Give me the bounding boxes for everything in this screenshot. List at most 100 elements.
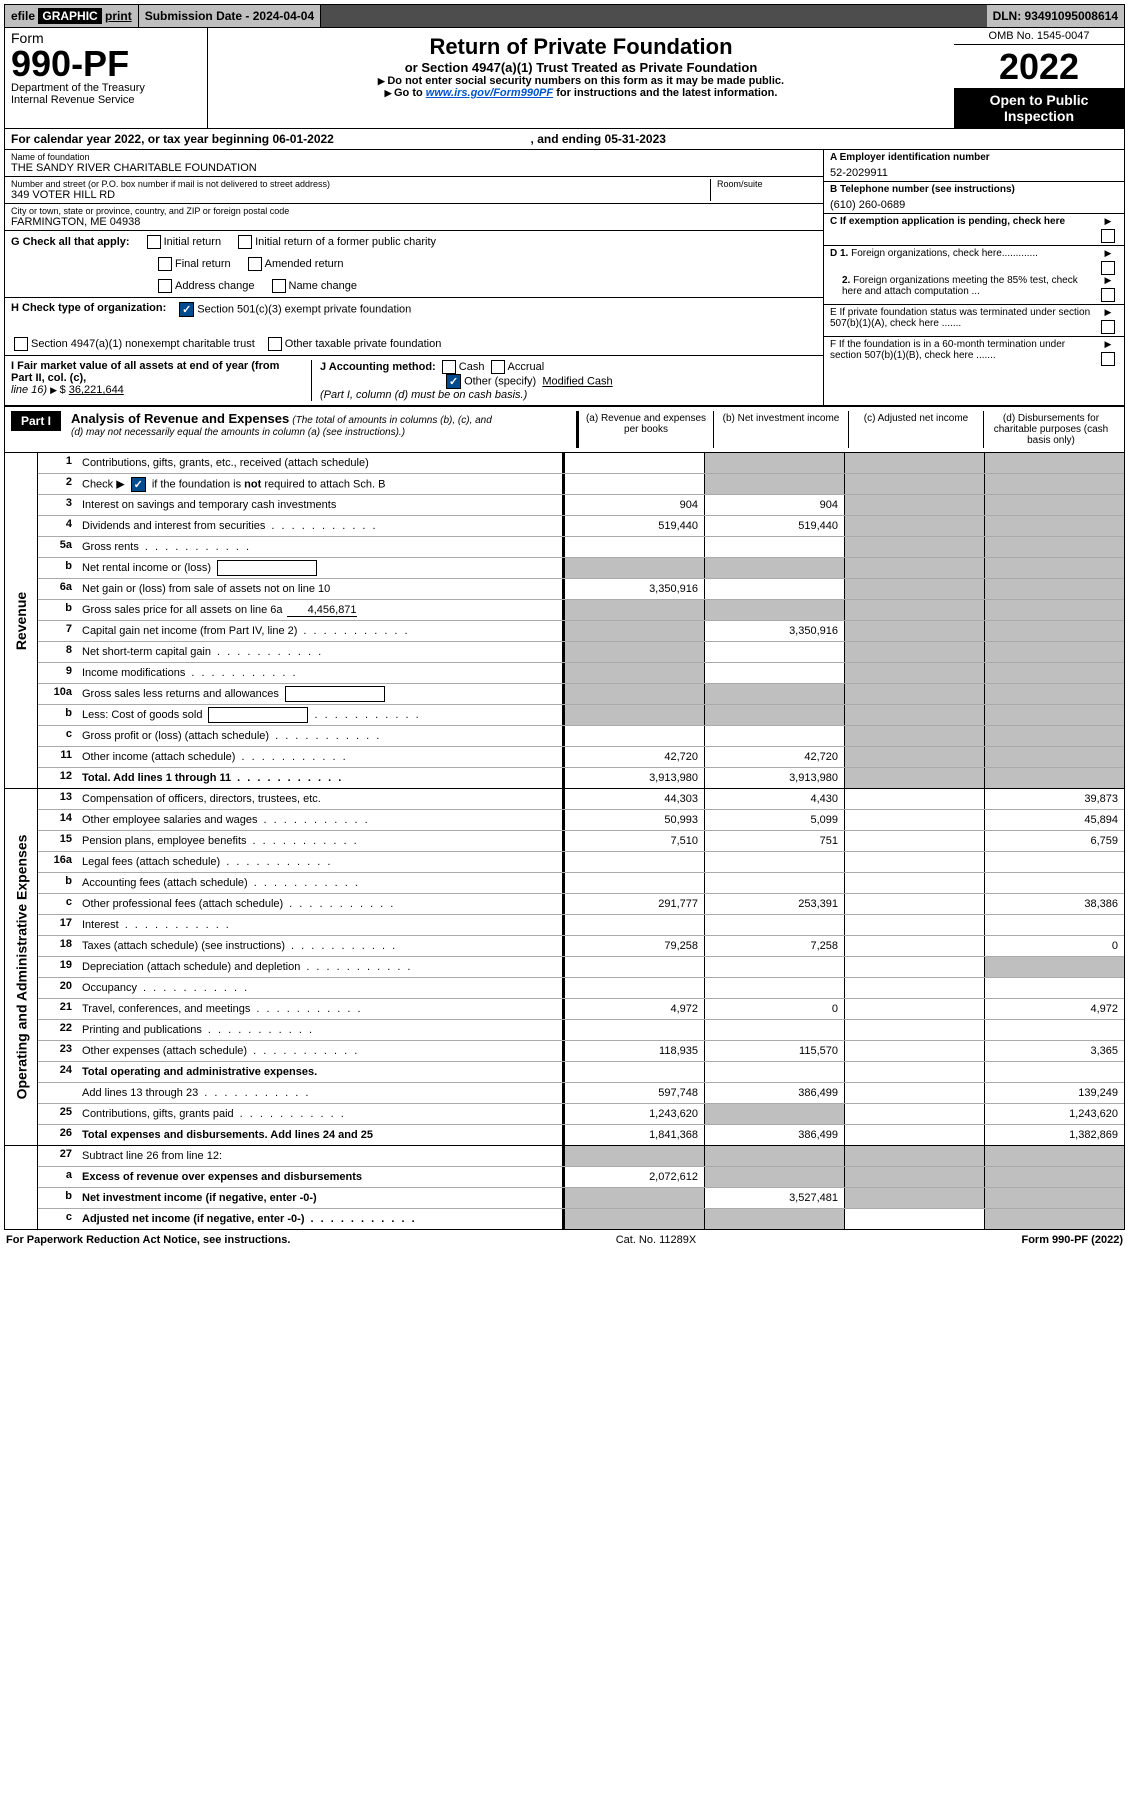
row-label: Interest on savings and temporary cash i…	[78, 495, 562, 515]
row-number: 17	[38, 915, 78, 935]
row-label: Gross sales less returns and allowances	[78, 684, 562, 704]
row-number: 20	[38, 978, 78, 998]
row-label: Gross profit or (loss) (attach schedule)	[78, 726, 562, 746]
row-label: Printing and publications	[78, 1020, 562, 1040]
row-number: 7	[38, 621, 78, 641]
checkbox-icon[interactable]	[1101, 352, 1115, 366]
checkbox-icon[interactable]	[1101, 288, 1115, 302]
cell-b	[704, 1209, 844, 1229]
table-row: 7Capital gain net income (from Part IV, …	[38, 621, 1124, 642]
cell-c	[844, 1188, 984, 1208]
table-row: 12Total. Add lines 1 through 113,913,980…	[38, 768, 1124, 788]
part1-header: Part I Analysis of Revenue and Expenses …	[4, 406, 1125, 453]
row-label: Net short-term capital gain	[78, 642, 562, 662]
cell-b: 519,440	[704, 516, 844, 536]
cell-c	[844, 852, 984, 872]
table-row: 24Total operating and administrative exp…	[38, 1062, 1124, 1083]
checkbox-checked-icon[interactable]: ✓	[446, 374, 461, 389]
column-headers: (a) Revenue and expenses per books (b) N…	[576, 411, 1118, 448]
cell-c	[844, 1209, 984, 1229]
cell-a	[562, 600, 704, 620]
checkbox-icon[interactable]	[442, 360, 456, 374]
cell-d	[984, 600, 1124, 620]
row-number: 1	[38, 453, 78, 473]
checkbox-icon[interactable]	[1101, 261, 1115, 275]
cell-a	[562, 978, 704, 998]
inline-input-box[interactable]	[285, 686, 385, 702]
cell-a	[562, 1062, 704, 1082]
h-label: H Check type of organization:	[11, 302, 166, 317]
row-label: Compensation of officers, directors, tru…	[78, 789, 562, 809]
open-public: Open to Public Inspection	[954, 88, 1124, 128]
checkbox-icon[interactable]	[158, 257, 172, 271]
omb-number: OMB No. 1545-0047	[954, 28, 1124, 45]
checkbox-icon[interactable]	[272, 279, 286, 293]
cell-b	[704, 558, 844, 578]
part1-title: Analysis of Revenue and Expenses	[71, 411, 289, 426]
cell-b	[704, 915, 844, 935]
summary-side	[5, 1146, 38, 1229]
row-label: Add lines 13 through 23	[78, 1083, 562, 1103]
table-row: 3Interest on savings and temporary cash …	[38, 495, 1124, 516]
checkbox-icon[interactable]	[1101, 229, 1115, 243]
row-number: 19	[38, 957, 78, 977]
cell-c	[844, 579, 984, 599]
checkbox-icon[interactable]	[238, 235, 252, 249]
cell-a: 2,072,612	[562, 1167, 704, 1187]
print-link[interactable]: print	[105, 9, 132, 23]
cell-a: 3,913,980	[562, 768, 704, 788]
checkbox-icon[interactable]	[14, 337, 28, 351]
h-opt-3: Other taxable private foundation	[265, 337, 442, 351]
part1-label: Part I	[11, 411, 61, 431]
checkbox-icon[interactable]	[147, 235, 161, 249]
table-row: 20Occupancy	[38, 978, 1124, 999]
cell-d	[984, 1146, 1124, 1166]
row-number: 13	[38, 789, 78, 809]
cell-a: 118,935	[562, 1041, 704, 1061]
form-link[interactable]: www.irs.gov/Form990PF	[426, 87, 553, 99]
row-label: Pension plans, employee benefits	[78, 831, 562, 851]
cell-b	[704, 1062, 844, 1082]
table-row: 15Pension plans, employee benefits7,5107…	[38, 831, 1124, 852]
cell-a	[562, 873, 704, 893]
inline-input-box[interactable]	[217, 560, 317, 576]
cell-d: 4,972	[984, 999, 1124, 1019]
row-number	[38, 1083, 78, 1103]
checkbox-icon[interactable]	[158, 279, 172, 293]
row-label: Capital gain net income (from Part IV, l…	[78, 621, 562, 641]
cell-a	[562, 537, 704, 557]
row-number: 23	[38, 1041, 78, 1061]
footer-mid: Cat. No. 11289X	[616, 1234, 697, 1246]
row-number: 6a	[38, 579, 78, 599]
row-label: Occupancy	[78, 978, 562, 998]
row-label: Legal fees (attach schedule)	[78, 852, 562, 872]
g-opt-4: Address change	[155, 279, 255, 293]
table-row: 14Other employee salaries and wages50,99…	[38, 810, 1124, 831]
cell-c	[844, 1083, 984, 1103]
row-label: Contributions, gifts, grants paid	[78, 1104, 562, 1124]
inline-input-box[interactable]	[208, 707, 308, 723]
row-number: b	[38, 705, 78, 725]
cell-b: 751	[704, 831, 844, 851]
cell-a	[562, 852, 704, 872]
g-label: G Check all that apply:	[11, 236, 130, 248]
cell-b	[704, 852, 844, 872]
cell-a	[562, 726, 704, 746]
row-number: 16a	[38, 852, 78, 872]
table-row: 27Subtract line 26 from line 12:	[38, 1146, 1124, 1167]
row-number: 24	[38, 1062, 78, 1082]
table-row: 11Other income (attach schedule)42,72042…	[38, 747, 1124, 768]
checkbox-icon[interactable]	[268, 337, 282, 351]
checkbox-icon[interactable]	[491, 360, 505, 374]
j-block: J Accounting method: Cash Accrual ✓Other…	[311, 360, 817, 401]
checkbox-icon[interactable]	[1101, 320, 1115, 334]
checkbox-icon[interactable]	[248, 257, 262, 271]
cell-a	[562, 915, 704, 935]
cell-b: 115,570	[704, 1041, 844, 1061]
form-subtitle: or Section 4947(a)(1) Trust Treated as P…	[218, 60, 944, 75]
checkbox-checked-icon[interactable]: ✓	[179, 302, 194, 317]
form-header: Form 990-PF Department of the Treasury I…	[4, 28, 1125, 129]
col-c-head: (c) Adjusted net income	[848, 411, 983, 448]
cell-c	[844, 1167, 984, 1187]
cell-c	[844, 747, 984, 767]
